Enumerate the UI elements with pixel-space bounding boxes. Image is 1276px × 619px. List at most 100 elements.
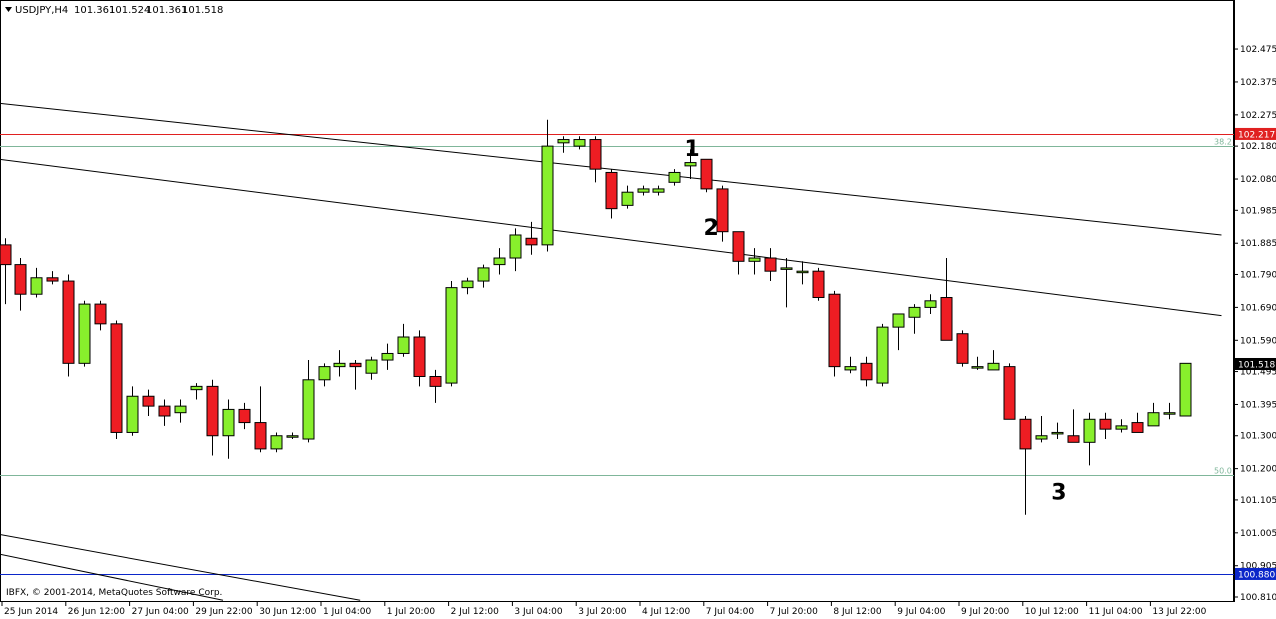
time-tick-label: 3 Jul 20:00 (578, 607, 627, 617)
candle-body (509, 234, 522, 259)
annotation-label: 2 (703, 216, 718, 241)
candle (238, 402, 251, 430)
candle-body (892, 313, 905, 328)
price-tick-label: 102.475 (1240, 45, 1276, 55)
candle (365, 356, 378, 380)
candle (892, 313, 905, 351)
candle-body (445, 287, 458, 384)
candle (908, 304, 921, 334)
candle-body (716, 188, 729, 233)
candle (1147, 402, 1160, 427)
candle (684, 149, 697, 180)
support-price-tag-box (1235, 567, 1276, 580)
candle-body (605, 171, 618, 210)
price-tick-label: 101.105 (1240, 496, 1276, 506)
candle-body (589, 139, 602, 170)
candle (477, 264, 490, 288)
candle (142, 389, 155, 416)
annotation-label: 1 (684, 137, 699, 162)
price-tick-label: 102.375 (1240, 78, 1276, 88)
candle (716, 185, 729, 242)
candle (876, 323, 889, 387)
candle (652, 185, 665, 196)
candle-body (1003, 366, 1016, 420)
candle-body (1083, 418, 1096, 443)
candle (589, 136, 602, 183)
support-price-tag-label: 100.880 (1238, 570, 1275, 580)
price-tick-label: 101.005 (1240, 529, 1276, 539)
fib-level-label: 50.0 (1214, 467, 1232, 476)
time-tick-label: 8 Jul 12:00 (833, 607, 882, 617)
time-tick-label: 7 Jul 04:00 (706, 607, 755, 617)
candle (190, 383, 203, 400)
time-tick-label: 11 Jul 04:00 (1089, 607, 1143, 617)
candle (812, 267, 825, 301)
candle (1131, 412, 1144, 433)
candle (14, 258, 27, 311)
candle (222, 399, 235, 459)
ohlc-open: 101.361 (74, 5, 115, 16)
time-axis: 25 Jun 2014 26 Jun 12:00 27 Jun 04:00 29 Ju… (1, 602, 1207, 617)
candle-body (1131, 422, 1144, 433)
bid-price-tag: 101.518 (1235, 357, 1276, 370)
ohlc-close: 101.518 (182, 5, 223, 16)
candle-body (429, 375, 442, 387)
price-tick-label: 101.200 (1240, 465, 1276, 475)
candle (668, 169, 681, 186)
candle-body (987, 362, 1000, 371)
horizontal-levels: 38.2 50.0 (0, 134, 1234, 575)
candle-body (1051, 431, 1064, 435)
candle (126, 386, 139, 436)
annotation-label: 3 (1051, 481, 1066, 506)
ohlc-high: 101.524 (109, 5, 150, 16)
candle-body (62, 280, 75, 364)
candles (0, 119, 1192, 515)
candle (605, 169, 618, 219)
candle-body (541, 145, 554, 246)
candle-body (270, 435, 283, 450)
candle-body (684, 162, 697, 167)
price-tick-label: 101.395 (1240, 400, 1276, 410)
candle-body (748, 257, 761, 262)
candle-body (190, 385, 203, 391)
candle (987, 350, 1000, 371)
candle (0, 238, 12, 305)
candle (62, 274, 75, 377)
candle (748, 248, 761, 275)
candle (381, 343, 394, 370)
time-tick-label: 29 Jun 22:00 (195, 607, 252, 617)
resistance-price-tag: 102.217 (1235, 127, 1276, 140)
price-tick-label: 102.180 (1240, 142, 1276, 152)
candle-body (652, 188, 665, 193)
bid-price-tag-box (1235, 357, 1276, 370)
price-tick-label: 102.080 (1240, 175, 1276, 185)
price-tick-label: 101.590 (1240, 336, 1276, 346)
time-tick-label: 25 Jun 2014 (4, 607, 58, 617)
candle-body (30, 277, 43, 295)
dropdown-triangle-icon[interactable] (5, 7, 12, 12)
candle-body (764, 257, 777, 272)
candle-body (525, 237, 538, 246)
time-tick-label: 1 Jul 04:00 (323, 607, 372, 617)
candle (349, 360, 362, 390)
candle (541, 119, 554, 252)
candle (637, 185, 650, 196)
candle-body (0, 244, 12, 266)
plot-frame (0, 0, 1234, 602)
candle-body (812, 270, 825, 299)
candle-body (732, 231, 745, 262)
candle-body (876, 326, 889, 384)
candle (270, 432, 283, 453)
chart-header: USDJPY,H4 101.361 101.524 101.361 101.51… (5, 5, 223, 16)
candle (30, 267, 43, 298)
candle (1163, 402, 1176, 420)
candle-body (174, 405, 187, 414)
candle-body (956, 333, 969, 364)
resistance-price-tag-label: 102.217 (1238, 130, 1275, 140)
candle-body (621, 191, 634, 206)
candle (780, 258, 793, 308)
candle (333, 350, 346, 377)
candle (46, 271, 59, 285)
candle (94, 300, 107, 331)
